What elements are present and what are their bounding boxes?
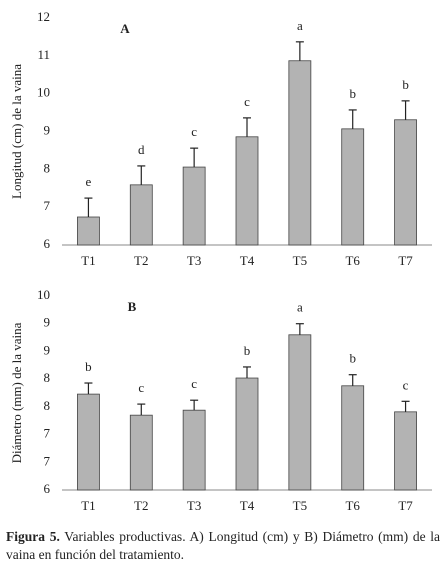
y-tick-label: 8 (44, 160, 51, 175)
panel-label: B (128, 299, 137, 314)
bar-annotation: b (244, 343, 251, 358)
bar-annotation: c (138, 380, 144, 395)
charts: A Longitud (cm) de la vaina 6 7 8 9 10 11 12 T1 e T… (9, 9, 432, 513)
bar-annotation: c (403, 377, 409, 392)
x-tick-label: T6 (345, 253, 360, 268)
y-tick-label: 10 (37, 287, 50, 302)
bar (288, 60, 312, 246)
bar-annotation: b (349, 86, 356, 101)
bar (129, 414, 153, 491)
caption-text: Variables productivas. A) Longitud (cm) … (6, 529, 441, 562)
y-tick-label: 9 (44, 122, 51, 137)
x-tick-label: T3 (187, 498, 201, 513)
x-tick-label: T1 (81, 253, 95, 268)
y-tick-label: 7 (44, 453, 51, 468)
y-axis-label: Diámetro (mm) de la vaina (9, 322, 24, 463)
x-tick-label: T7 (398, 253, 413, 268)
bar-annotation: a (297, 300, 303, 315)
bar-annotation: c (191, 376, 197, 391)
bar (129, 184, 153, 246)
panel-label: A (120, 21, 130, 36)
x-tick-label: T3 (187, 253, 201, 268)
x-tick-label: T6 (345, 498, 360, 513)
y-tick-label: 6 (44, 236, 51, 251)
y-tick-label: 9 (44, 342, 51, 357)
bar-annotation: b (402, 77, 409, 92)
x-tick-label: T4 (240, 253, 255, 268)
bar-annotation: c (191, 124, 197, 139)
bar (288, 334, 312, 491)
bar-annotation: b (349, 351, 356, 366)
y-tick-label: 11 (37, 47, 50, 62)
bar (182, 409, 206, 491)
bar (394, 119, 417, 246)
y-tick-label: 6 (44, 481, 51, 496)
y-tick-label: 9 (44, 315, 51, 330)
x-tick-label: T5 (293, 253, 307, 268)
caption: Figura 5. Variables productivas. A) Long… (6, 528, 440, 564)
bar (235, 377, 259, 491)
bar (394, 411, 417, 491)
bar-annotation: a (297, 18, 303, 33)
bar (341, 128, 365, 246)
y-tick-label: 10 (37, 85, 50, 100)
x-tick-label: T5 (293, 498, 307, 513)
bar-annotation: e (86, 174, 92, 189)
bar-annotation: c (244, 94, 250, 109)
x-tick-label: T2 (134, 253, 148, 268)
caption-label: Figura 5. (6, 529, 60, 544)
bar (341, 385, 365, 491)
x-tick-label: T7 (398, 498, 413, 513)
x-tick-label: T1 (81, 498, 95, 513)
bar (77, 216, 100, 246)
y-tick-label: 8 (44, 370, 51, 385)
bar-annotation: d (138, 142, 145, 157)
x-tick-label: T2 (134, 498, 148, 513)
x-tick-label: T4 (240, 498, 255, 513)
bar (77, 393, 100, 491)
y-tick-label: 7 (44, 198, 51, 213)
bar (235, 136, 259, 246)
y-tick-label: 8 (44, 398, 51, 413)
y-tick-label: 7 (44, 426, 51, 441)
y-axis-label: Longitud (cm) de la vaina (9, 64, 24, 199)
bar-annotation: b (85, 359, 92, 374)
y-tick-label: 12 (37, 9, 50, 24)
bar (182, 166, 206, 246)
